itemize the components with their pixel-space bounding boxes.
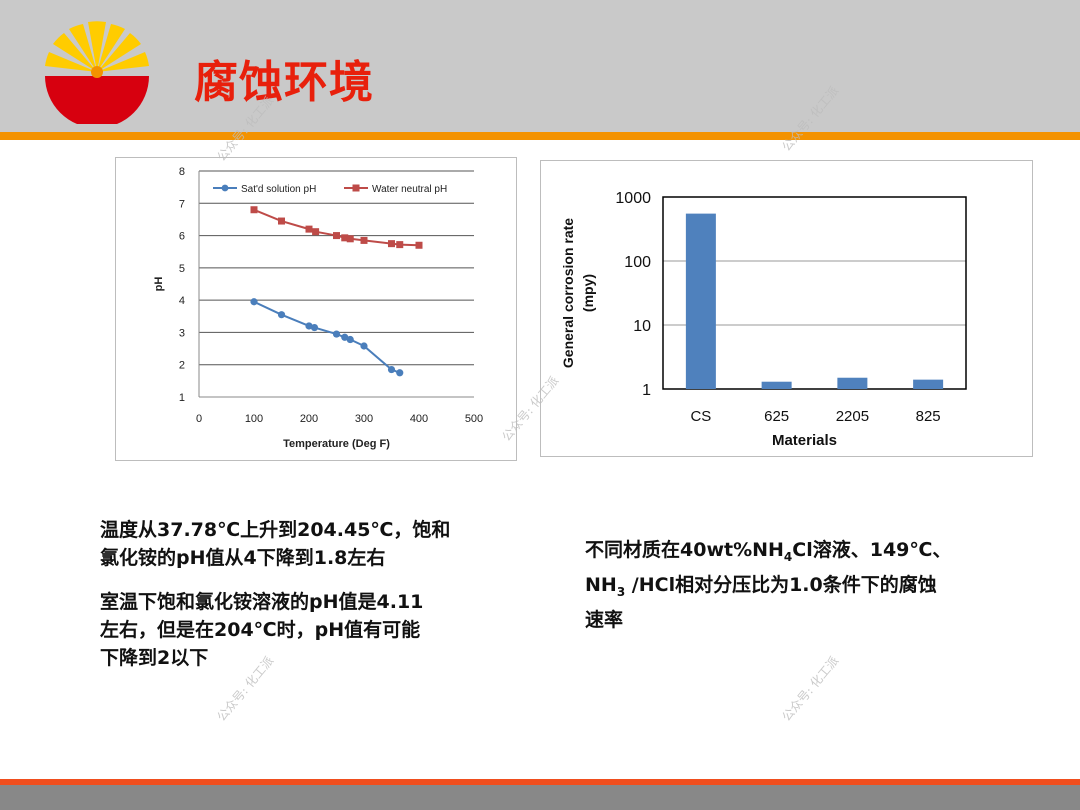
y-tick-label: 2	[179, 360, 185, 372]
x-axis-label: Materials	[772, 432, 837, 449]
data-point	[341, 234, 349, 242]
x-tick-label: 0	[196, 413, 202, 425]
slide-title: 腐蚀环境	[194, 57, 374, 108]
series-line	[253, 300, 401, 374]
x-tick-label: 400	[410, 413, 428, 425]
right-line-3: 速率	[585, 608, 624, 631]
x-axis-label: Temperature (Deg F)	[283, 438, 390, 450]
data-point	[305, 225, 313, 233]
data-point	[278, 217, 285, 225]
y-axis-label: pH	[153, 277, 165, 292]
y-tick-label: 6	[179, 231, 185, 243]
y-tick-label: 1000	[615, 190, 651, 207]
x-tick-label: 825	[916, 408, 941, 425]
x-tick-label: 500	[465, 413, 483, 425]
legend-marker	[352, 184, 360, 192]
data-point	[310, 323, 319, 332]
x-tick-label: 300	[355, 413, 373, 425]
data-point	[341, 333, 349, 341]
data-point	[346, 235, 354, 243]
y-tick-label: 100	[624, 254, 651, 271]
legend-marker	[221, 184, 229, 192]
y-tick-label: 4	[179, 295, 185, 307]
y-axis-label-line-2: (mpy)	[580, 274, 596, 312]
data-point	[332, 330, 341, 338]
data-point	[250, 206, 258, 214]
x-tick-label: 2205	[836, 408, 869, 425]
y-axis-label-line-1: General corrosion rate	[560, 218, 576, 368]
corrosion-chart-panel: 1 10 100 1000 CS 625 2205 825 Materials General c…	[540, 160, 1033, 457]
x-tick-label: 100	[245, 413, 263, 425]
left-p2-line-2: 左右，但是在204℃时，pH值有可能	[100, 619, 421, 641]
y-tick-label: 3	[179, 327, 185, 339]
left-paragraph-1: 温度从37.78℃上升到204.45℃，饱和 氯化铵的pH值从4下降到1.8左右	[100, 516, 450, 572]
data-point	[360, 342, 368, 350]
data-point	[388, 240, 395, 248]
left-p1-line-2: 氯化铵的pH值从4下降到1.8左右	[100, 547, 386, 569]
plot-frame	[662, 196, 967, 390]
left-p2-line-1: 室温下饱和氯化铵溶液的pH值是4.11	[100, 591, 424, 613]
legend-label: Water neutral pH	[372, 184, 447, 195]
ph-chart-panel: 1 2 3 4 5 6 7 8 0 100 200 300 400 500 Temperature (Deg…	[115, 157, 517, 461]
x-tick-label: 625	[764, 408, 789, 425]
data-point	[346, 335, 354, 344]
y-tick-label: 1	[642, 382, 651, 399]
x-tick-label: CS	[690, 408, 711, 425]
y-tick-label: 8	[179, 166, 185, 178]
footer-accent-line	[0, 779, 1080, 785]
data-point	[312, 228, 320, 236]
corrosion-bar-chart: 1 10 100 1000 CS 625 2205 825 Materials General c…	[560, 190, 967, 449]
petrochina-logo-icon	[45, 21, 149, 124]
bar	[685, 213, 716, 389]
left-paragraph-2: 室温下饱和氯化铵溶液的pH值是4.11 左右，但是在204℃时，pH值有可能 下…	[100, 588, 423, 672]
data-point	[415, 241, 423, 249]
header-band	[0, 0, 1080, 132]
left-p2-line-3: 下降到2以下	[100, 647, 209, 669]
series-line	[253, 208, 420, 247]
legend-label: Sat'd solution pH	[241, 184, 316, 195]
data-point	[360, 236, 368, 244]
y-tick-label: 10	[633, 318, 651, 335]
y-tick-label: 7	[179, 198, 185, 210]
x-tick-label: 200	[300, 413, 318, 425]
bar	[913, 379, 944, 389]
header-accent-line	[0, 132, 1080, 140]
footer-band	[0, 785, 1080, 810]
data-point	[396, 369, 404, 377]
right-paragraph: 不同材质在40wt%NH4Cl溶液、149℃、 NH3 /HCl相对分压比为1.…	[585, 536, 951, 634]
bar	[761, 381, 792, 389]
data-point	[396, 241, 404, 249]
y-tick-label: 1	[179, 392, 185, 404]
data-point	[333, 232, 340, 240]
left-p1-line-1: 温度从37.78℃上升到204.45℃，饱和	[100, 519, 451, 541]
data-point	[277, 311, 286, 319]
data-point	[250, 298, 258, 306]
data-point	[387, 365, 396, 374]
bar	[837, 377, 868, 389]
right-line-2: NH3 /HCl相对分压比为1.0条件下的腐蚀	[585, 573, 937, 599]
ph-line-chart: 1 2 3 4 5 6 7 8 0 100 200 300 400 500 Temperature (Deg…	[153, 166, 483, 450]
y-tick-label: 5	[179, 263, 185, 275]
right-line-1: 不同材质在40wt%NH4Cl溶液、149℃、	[585, 539, 952, 564]
data-point	[305, 322, 313, 330]
watermark: 公众号: 化工派	[779, 653, 842, 724]
